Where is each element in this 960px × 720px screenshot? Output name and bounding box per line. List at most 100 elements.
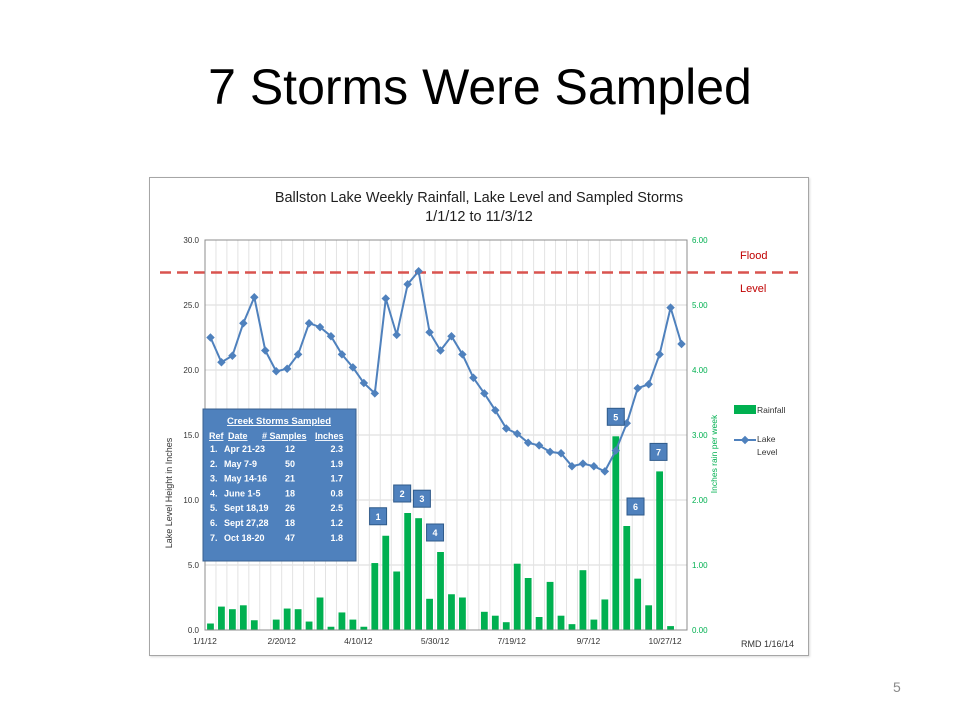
lake-level-point (337, 350, 347, 359)
storm-row-date: May 14-16 (224, 474, 267, 484)
storm-marker-label: 7 (656, 447, 661, 457)
lake-level-point (469, 373, 478, 383)
legend-rainfall-label: Rainfall (757, 405, 785, 415)
lake-level-point (261, 346, 270, 355)
storm-row-ref: 4. (210, 488, 218, 498)
rainfall-bar (535, 617, 543, 630)
storm-marker-4: 4 (426, 523, 445, 542)
lake-level-line (206, 266, 686, 476)
storm-table-title: Creek Storms Sampled (227, 416, 331, 427)
lake-level-point (523, 438, 533, 448)
storm-row-samples: 47 (285, 533, 295, 543)
lake-level-point (414, 266, 423, 276)
storm-marker-box (649, 442, 668, 461)
lake-level-point (589, 461, 599, 471)
storm-row-ref: 5. (210, 503, 218, 513)
legend-lake-marker (740, 435, 750, 445)
storm-table: Creek Storms Sampled Ref Date # Samples … (202, 408, 357, 562)
lake-level-point (545, 447, 555, 457)
rainfall-bar (502, 622, 510, 630)
right-tick-label: 6.00 (692, 236, 708, 245)
right-tick-label: 3.00 (692, 431, 708, 440)
lake-level-point (392, 330, 401, 340)
storm-marker-5: 5 (606, 407, 625, 426)
storm-marker-label: 1 (376, 512, 381, 522)
right-tick-label: 0.00 (692, 626, 708, 635)
rainfall-bar (667, 626, 674, 630)
left-tick-label: 5.0 (188, 561, 200, 570)
storm-marker-label: 2 (400, 489, 405, 499)
storm-table-header-ref: Ref (209, 431, 225, 441)
lake-level-point (458, 350, 467, 359)
slide-title: 7 Storms Were Sampled (208, 59, 752, 115)
rainfall-bar (524, 578, 532, 630)
storm-marker-7: 7 (649, 442, 668, 461)
storm-row-ref: 3. (210, 474, 218, 484)
right-tick-label: 2.00 (692, 496, 708, 505)
rainfall-bar (338, 612, 346, 630)
storm-row-date: Oct 18-20 (224, 533, 265, 543)
rainfall-bar (437, 552, 444, 630)
x-tick-label: 9/7/12 (577, 636, 601, 646)
lake-level-point (447, 331, 456, 341)
rainfall-bar (327, 626, 335, 630)
storm-table-box (202, 408, 357, 562)
rainfall-bar (415, 518, 423, 630)
storm-table-rows: 1. Apr 21-23 12 2.3 2. May 7-9 50 1.9 3. May 14-1… (210, 444, 343, 543)
right-tick-label: 4.00 (692, 366, 708, 375)
lake-level-point (239, 318, 248, 328)
storm-table-header-date: Date (228, 431, 248, 441)
x-tick-label: 2/20/12 (267, 636, 296, 646)
rainfall-bar (228, 609, 236, 630)
lake-level-point (600, 467, 610, 476)
rainfall-bar (491, 615, 499, 630)
chart-svg: Ballston Lake Weekly Rainfall, Lake Leve… (160, 190, 798, 649)
storm-row-ref: 7. (210, 533, 218, 543)
lake-level-point (228, 351, 237, 360)
rainfall-bar (218, 606, 225, 630)
rainfall-bars (207, 436, 674, 630)
storm-row-date: May 7-9 (224, 459, 257, 469)
flood-label-2: Level (740, 283, 766, 295)
lake-level-point (217, 357, 226, 367)
rainfall-bar (480, 611, 488, 630)
lake-level-point (348, 363, 358, 372)
storm-marker-label: 4 (433, 528, 438, 538)
legend-lake-label-2: Level (757, 447, 777, 457)
storm-marker-box (426, 523, 445, 542)
rainfall-bar (283, 608, 291, 630)
storm-row-inches: 0.8 (330, 488, 343, 498)
storm-markers: 1 2 3 4 5 6 7 (369, 407, 668, 542)
storm-row-date: Sept 27,28 (224, 518, 269, 528)
left-axis-label: Lake Level Height in Inches (164, 437, 174, 548)
chart-credit: RMD 1/16/14 (741, 639, 794, 649)
rainfall-bar (382, 535, 390, 630)
lake-level-point (655, 350, 664, 359)
storm-row-ref: 2. (210, 459, 218, 469)
rainfall-bar (393, 571, 401, 630)
storm-row-samples: 50 (285, 459, 295, 469)
lake-level-point (370, 389, 380, 398)
storm-row-inches: 2.5 (330, 503, 343, 513)
rainfall-bar (557, 615, 565, 630)
lake-level-point (578, 459, 588, 468)
lake-level-point (436, 346, 445, 355)
left-tick-label: 25.0 (183, 301, 199, 310)
lake-level-point (315, 322, 325, 332)
rainfall-bar (426, 598, 433, 630)
rainfall-bar (448, 594, 455, 630)
lake-level-point (271, 367, 281, 376)
storm-row-inches: 1.8 (330, 533, 343, 543)
lake-level-point (611, 446, 621, 455)
storm-table-header-inches: Inches (315, 431, 344, 441)
rainfall-bar (579, 570, 587, 630)
lake-level-point (403, 279, 412, 289)
storm-marker-1: 1 (369, 507, 388, 526)
storm-marker-2: 2 (393, 484, 412, 503)
lake-level-point (534, 441, 544, 450)
storm-marker-3: 3 (412, 489, 431, 508)
chart-title-line2: 1/1/12 to 11/3/12 (425, 209, 533, 225)
left-tick-label: 0.0 (188, 626, 200, 635)
lake-level-point (250, 292, 259, 302)
